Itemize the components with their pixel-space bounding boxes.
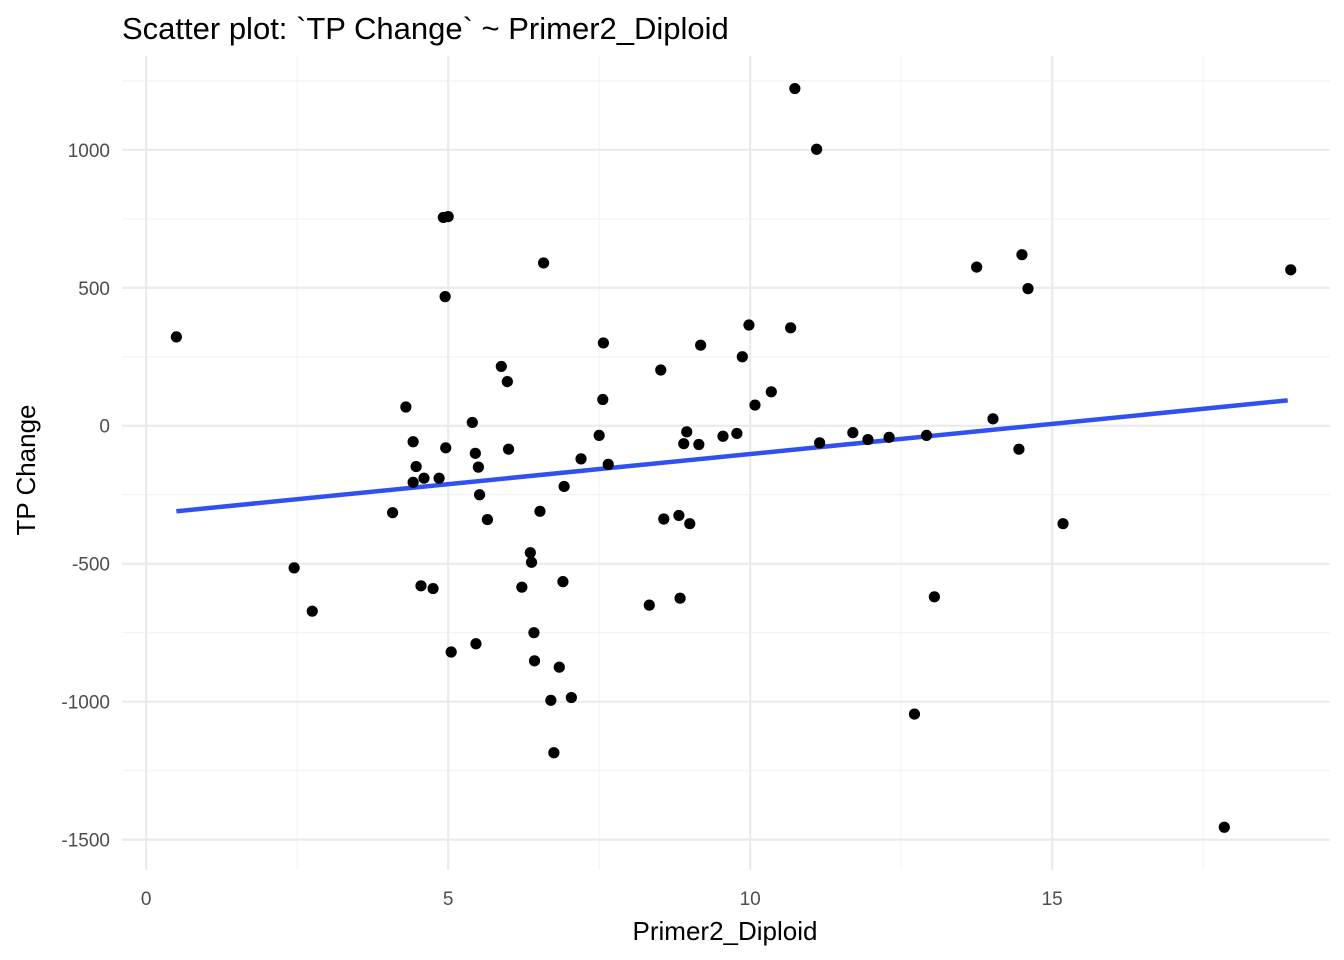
data-point [684,518,696,530]
data-point [415,580,427,592]
x-axis-title: Primer2_Diploid [633,916,818,946]
data-point [495,360,507,373]
data-point [553,661,565,673]
data-point [693,438,705,451]
y-tick-label: 500 [78,279,110,300]
data-point [528,655,541,667]
data-point [658,513,670,525]
x-tick-label: 10 [740,889,761,910]
data-point [643,599,655,611]
data-point [433,472,445,484]
data-point [811,143,823,155]
y-tick-label: -1000 [61,693,110,714]
data-point [717,430,729,442]
data-point [548,747,560,759]
data-point [971,261,983,273]
data-point [749,399,761,411]
data-point [407,476,419,488]
data-point [1218,821,1230,833]
data-point [920,429,933,442]
data-point [681,426,693,438]
data-point [439,291,451,303]
data-point [862,433,874,446]
data-point [400,401,412,413]
y-tick-label: 1000 [68,141,110,162]
data-point [785,322,797,334]
data-point [427,582,439,595]
data-point [743,319,755,331]
data-point [528,627,540,639]
data-point [655,364,667,376]
data-point [565,691,577,704]
data-point [731,427,743,440]
chart-title: Scatter plot: `TP Change` ~ Primer2_Dipl… [122,11,729,46]
data-point [575,453,587,465]
data-point [765,386,777,398]
data-point [470,638,482,650]
data-point [814,437,826,449]
data-point [928,591,940,603]
y-tick-label: 0 [99,417,110,438]
data-point [593,429,605,442]
data-point [602,458,614,470]
data-point [908,708,921,720]
data-point [516,581,528,593]
y-tick-labels: -1500 -1000 -500 0 500 1000 [61,141,110,852]
data-point [502,443,515,455]
data-point [442,210,454,223]
y-tick-label: -1500 [61,831,110,852]
data-point [525,556,538,568]
data-point [883,431,895,443]
data-point [481,513,494,526]
data-point [1013,443,1025,455]
data-point [524,547,536,559]
trend-line [176,398,1288,514]
data-point [386,507,399,519]
data-point [407,436,419,448]
data-point [410,460,422,473]
data-point [1057,518,1069,530]
data-point [1016,249,1028,261]
data-point [501,376,513,388]
data-point [678,438,690,450]
x-tick-label: 5 [443,889,454,910]
data-point [288,562,300,574]
major-gridlines [122,56,1330,870]
x-tick-labels: 0 5 10 15 [141,889,1063,910]
data-point [557,576,569,588]
data-point [695,339,707,351]
data-point [466,416,478,429]
data-point [534,505,546,517]
data-point [440,442,452,454]
data-point [306,605,318,617]
data-point [558,480,570,493]
y-axis-title: TP Change [11,404,41,535]
data-point [987,413,999,425]
data-point [537,257,550,269]
trend-layer [176,398,1288,514]
x-tick-label: 0 [141,889,152,910]
data-point [1022,283,1034,295]
data-point [445,646,457,658]
data-point [473,489,486,501]
data-point [1285,264,1297,276]
data-point [736,351,748,363]
data-point [789,82,801,95]
data-point [597,393,609,406]
points-layer [170,82,1297,833]
data-point [674,592,686,604]
data-point [597,337,609,349]
data-point [472,461,484,473]
data-point [418,472,430,484]
data-point [545,694,557,706]
data-point [469,447,481,459]
y-tick-label: -500 [72,555,110,576]
data-point [847,427,859,439]
data-point [673,509,685,522]
data-point [170,331,182,343]
x-tick-label: 15 [1042,889,1063,910]
